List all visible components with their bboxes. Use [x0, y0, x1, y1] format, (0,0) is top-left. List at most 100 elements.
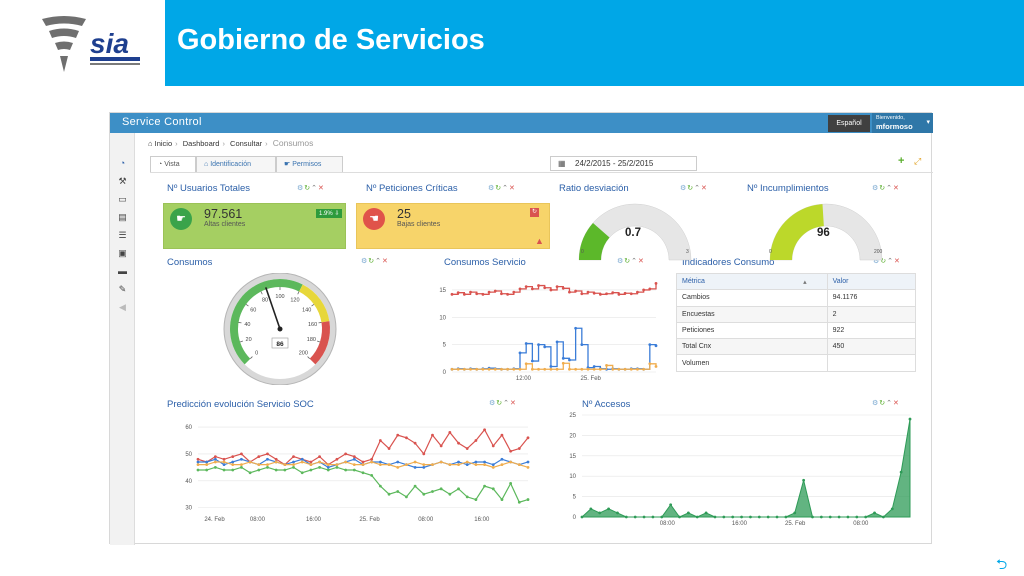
prediccion-point — [205, 460, 209, 464]
brand-logo: sia — [0, 0, 162, 86]
accesos-point — [651, 515, 655, 519]
hand-pointer-icon: ☚ — [363, 208, 385, 230]
prediccion-point — [465, 495, 469, 499]
panel-controls[interactable]: ⚙↻⌃✕ — [297, 185, 325, 192]
expand-icon[interactable]: ⤢ — [914, 156, 922, 166]
prediccion-point — [387, 447, 391, 450]
speedometer-tick — [297, 291, 300, 295]
breadcrumb-dashboard[interactable]: Dashboard — [182, 139, 220, 148]
speedometer-tick — [239, 340, 244, 343]
consumos-servicio-point — [475, 292, 479, 296]
prediccion-point — [196, 460, 200, 464]
dashboard-icon[interactable]: ◔ — [119, 158, 126, 168]
prediccion-point — [378, 439, 382, 442]
prediccion-point — [344, 452, 348, 456]
consumos-servicio-point — [654, 344, 658, 348]
consumos-servicio-point — [456, 367, 460, 371]
prediccion-point — [292, 465, 295, 469]
edit-icon[interactable]: ✎ — [118, 284, 127, 294]
accesos-point — [819, 515, 823, 519]
briefcase-icon[interactable]: ▣ — [118, 248, 127, 258]
kpi-usuarios-badge: 1.9% ⇩ — [316, 209, 343, 218]
hdd-icon[interactable]: ▤ — [118, 212, 127, 222]
accesos-y-tick: 10 — [569, 474, 576, 480]
consumos-servicio-point — [648, 343, 652, 347]
consumos-servicio-x-tick: 25. Feb — [581, 376, 602, 382]
monitor-icon[interactable]: ▭ — [118, 194, 127, 204]
consumos-servicio-point — [506, 292, 510, 296]
panel-controls[interactable]: ⚙↻⌃✕ — [617, 258, 645, 265]
prediccion-point — [422, 463, 426, 467]
prediccion-point — [474, 498, 478, 501]
speedometer-tick-label: 80 — [262, 298, 268, 304]
prediccion-point — [387, 463, 391, 467]
speedometer-pivot — [277, 326, 283, 332]
accesos-point — [864, 515, 868, 519]
table-row: Volumen — [676, 354, 917, 372]
panel-controls[interactable]: ⚙↻⌃✕ — [488, 185, 516, 192]
prediccion-point — [448, 492, 452, 496]
home-icon[interactable]: ⌂ — [148, 139, 153, 148]
language-button[interactable]: Español — [828, 115, 870, 132]
consumos-servicio-point — [636, 367, 639, 371]
panel-controls[interactable]: ⚙↻⌃✕ — [361, 258, 389, 265]
col-metrica[interactable]: Métrica ▴ — [676, 272, 828, 291]
cell-value: 922 — [826, 321, 917, 340]
consumos-servicio-series-line — [452, 327, 657, 370]
user-menu[interactable]: Bienvenido, mformoso ▾ — [872, 113, 933, 133]
date-range-input[interactable]: ▦ 24/2/2015 - 25/2/2015 — [550, 156, 697, 171]
prediccion-point — [213, 455, 217, 458]
consumos-servicio-point — [561, 356, 565, 360]
panel-controls[interactable]: ⚙↻⌃✕ — [680, 185, 708, 192]
collapse-icon[interactable]: ◀ — [119, 302, 126, 312]
panel-controls[interactable]: ⚙↻⌃✕ — [872, 185, 900, 192]
panel-controls[interactable]: ⚙↻⌃✕ — [872, 400, 900, 407]
prediccion-point — [274, 457, 278, 461]
cell-metric: Cambios — [676, 289, 828, 307]
speedometer-yellow-band — [299, 284, 330, 323]
tab-permisos[interactable]: ☛ Permisos — [276, 156, 343, 172]
incumplimientos-gauge-max: 200 — [874, 249, 883, 255]
panel-controls[interactable]: ⚙↻⌃✕ — [873, 258, 901, 265]
list-icon[interactable]: ☰ — [118, 230, 127, 240]
prediccion-point — [483, 460, 486, 464]
sort-icon: ▴ — [803, 278, 807, 286]
prediccion-point — [491, 465, 495, 469]
hammer-icon[interactable]: ⚒ — [118, 176, 127, 186]
speedometer-tick-label: 20 — [246, 337, 252, 343]
consumos-servicio-point — [543, 367, 547, 371]
prediccion-point — [448, 463, 452, 467]
accesos-point — [642, 515, 646, 519]
table-row: Peticiones 922 — [676, 321, 917, 340]
col-valor[interactable]: Valor — [826, 272, 917, 291]
consumos-servicio-point — [518, 287, 522, 291]
consumos-servicio-point — [642, 367, 646, 371]
consumos-servicio-point — [475, 367, 479, 371]
breadcrumb-consultar[interactable]: Consultar — [230, 139, 263, 148]
prediccion-point — [248, 471, 252, 475]
tab-vista[interactable]: ◔ Vista — [150, 156, 196, 172]
prediccion-point — [231, 463, 235, 467]
accesos-point — [811, 515, 814, 519]
panel-controls[interactable]: ⚙↻⌃✕ — [489, 400, 517, 407]
speedometer-tick — [316, 340, 321, 343]
tab-identificacion[interactable]: ⌂ Identificación — [196, 156, 276, 172]
add-icon[interactable]: + — [898, 155, 905, 167]
accesos-point — [873, 511, 876, 515]
return-icon[interactable]: ⮌ — [996, 556, 1008, 572]
prediccion-point — [396, 465, 400, 469]
tab-divider — [150, 172, 933, 173]
prediccion-y-tick: 50 — [185, 452, 192, 458]
prediccion-chart: 60 50 40 30 24. Feb 08:00 16:00 25. Feb 08:00 16:… — [185, 425, 530, 523]
speedometer-tick-label: 0 — [255, 350, 258, 356]
consumos-servicio-point — [648, 362, 652, 366]
prediccion-point — [439, 487, 443, 491]
kpi-usuarios[interactable]: ☛ 97.561 Altas clientes 1.9% ⇩ — [163, 203, 346, 249]
breadcrumb-inicio[interactable]: Inicio — [154, 139, 173, 148]
prediccion-point — [474, 463, 478, 467]
truck-icon[interactable]: ▬ — [118, 266, 127, 276]
kpi-peticiones[interactable]: ☚ 25 Bajas clientes ↻ ▲ — [356, 203, 550, 249]
speedometer-tick-label: 60 — [250, 308, 256, 314]
